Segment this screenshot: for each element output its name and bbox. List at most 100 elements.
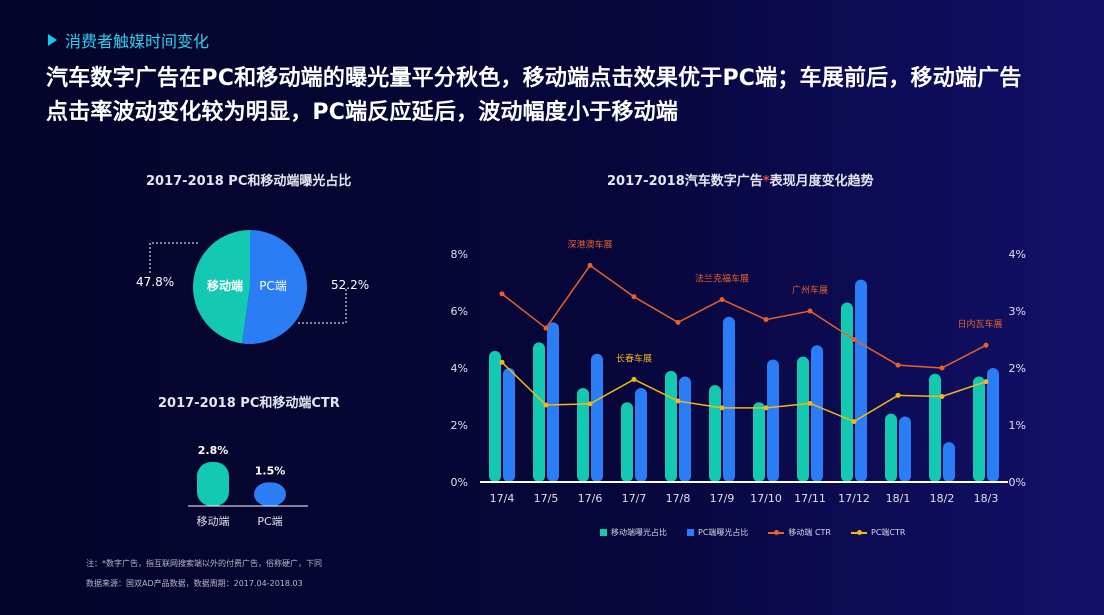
trend-chart: 0% 2% 4% 6% 8% 0% 1% 2% 3% 4% 17/4 17/5 17/6 17/7 17… bbox=[451, 238, 1026, 505]
x-tick-label: 17/4 bbox=[490, 492, 515, 505]
ctr-value-pc: 1.5% bbox=[255, 464, 286, 477]
x-tick-label: 17/7 bbox=[622, 492, 647, 505]
point-mobile-ctr bbox=[983, 342, 989, 348]
event-annotation: 深港澳车展 bbox=[567, 238, 612, 250]
pie-value-mobile: 47.8% bbox=[136, 275, 174, 289]
legend-swatch bbox=[851, 529, 867, 535]
point-mobile-ctr bbox=[499, 291, 505, 297]
x-tick-label: 17/12 bbox=[838, 492, 870, 505]
y-right-tick: 1% bbox=[1009, 419, 1026, 432]
trend-title-suffix: 表现月度变化趋势 bbox=[769, 174, 874, 189]
bar-mobile-share bbox=[753, 402, 765, 482]
trend-title-prefix: 2017-2018汽车数字广告 bbox=[607, 174, 763, 189]
point-pc-ctr bbox=[851, 419, 857, 425]
x-tick-label: 17/8 bbox=[666, 492, 691, 505]
y-left-tick: 6% bbox=[451, 305, 468, 318]
bar-mobile-share bbox=[665, 370, 677, 482]
bar-pc-share bbox=[855, 279, 867, 482]
bar-mobile-share bbox=[621, 402, 633, 482]
bar-pc-share bbox=[547, 322, 559, 482]
footnote-note: 注：*数字广告，指互联网搜索端以外的付费广告，俗称硬广，下同 bbox=[86, 559, 322, 568]
bar-pc-share bbox=[767, 359, 779, 482]
section-label: 消费者触媒时间变化 bbox=[65, 32, 210, 51]
x-tick-label: 18/2 bbox=[930, 492, 955, 505]
pie-value-pc: 52.2% bbox=[331, 278, 369, 292]
bar-mobile-share bbox=[489, 350, 501, 482]
headline: 汽车数字广告在PC和移动端的曝光量平分秋色，移动端点击效果优于PC端；车展前后，… bbox=[46, 62, 1086, 130]
point-mobile-ctr bbox=[851, 337, 857, 342]
y-right-tick: 0% bbox=[1009, 476, 1026, 489]
legend-swatch bbox=[687, 529, 694, 536]
bar-pc-share bbox=[591, 353, 603, 482]
bar-pc-share bbox=[635, 387, 647, 482]
x-tick-label: 18/1 bbox=[886, 492, 911, 505]
y-right-tick: 4% bbox=[1009, 248, 1026, 261]
headline-line-2: 点击率波动变化较为明显，PC端反应延后，波动幅度小于移动端 bbox=[46, 100, 679, 125]
ctr-value-mobile: 2.8% bbox=[198, 444, 229, 457]
point-pc-ctr bbox=[587, 401, 593, 407]
bar-pc-share bbox=[503, 368, 515, 482]
x-tick-label: 17/6 bbox=[578, 492, 603, 505]
legend-label: 移动端曝光占比 bbox=[611, 528, 667, 537]
bar-mobile-share bbox=[841, 302, 853, 482]
line-pc-ctr bbox=[501, 361, 987, 423]
point-pc-ctr bbox=[939, 394, 945, 399]
point-pc-ctr bbox=[543, 402, 549, 408]
point-pc-ctr bbox=[499, 359, 505, 365]
pie-slice-pc bbox=[242, 230, 308, 344]
x-tick-label: 18/3 bbox=[974, 492, 999, 505]
legend-label: 移动端 CTR bbox=[788, 528, 831, 537]
footnote-source: 数据来源：国双AD产品数据，数据周期：2017.04-2018.03 bbox=[86, 579, 303, 588]
bar-mobile-share bbox=[885, 413, 897, 482]
point-pc-ctr bbox=[631, 376, 637, 382]
x-tick-label: 17/10 bbox=[750, 492, 782, 505]
point-pc-ctr bbox=[983, 379, 989, 385]
legend-swatch bbox=[600, 529, 607, 536]
event-annotation: 法兰克福车展 bbox=[695, 273, 749, 285]
trend-title-star: * bbox=[762, 174, 770, 189]
trend-chart-title: 2017-2018汽车数字广告*表现月度变化趋势 bbox=[607, 170, 874, 189]
point-pc-ctr bbox=[675, 398, 681, 404]
event-annotation: 日内瓦车展 bbox=[957, 318, 1002, 330]
legend-item-pc-share: PC端曝光占比 bbox=[687, 527, 748, 538]
ctr-chart-title: 2017-2018 PC和移动端CTR bbox=[158, 396, 340, 411]
pie-slice-mobile bbox=[193, 230, 250, 344]
y-left-tick: 8% bbox=[451, 248, 468, 261]
pie-chart-title: 2017-2018 PC和移动端曝光占比 bbox=[146, 174, 352, 189]
bar-mobile-share bbox=[973, 376, 985, 482]
bar-pc-share bbox=[943, 442, 955, 482]
x-tick-label: 17/9 bbox=[710, 492, 735, 505]
bar-pc-share bbox=[987, 368, 999, 482]
ctr-bar-pc bbox=[254, 482, 286, 506]
point-pc-ctr bbox=[719, 405, 725, 411]
y-right-tick: 2% bbox=[1009, 362, 1026, 375]
bar-pc-share bbox=[899, 416, 911, 482]
headline-line-1: 汽车数字广告在PC和移动端的曝光量平分秋色，移动端点击效果优于PC端；车展前后，… bbox=[46, 66, 1022, 91]
point-mobile-ctr bbox=[543, 325, 549, 331]
ctr-category-mobile: 移动端 bbox=[197, 515, 230, 528]
bar-pc-share bbox=[723, 316, 735, 482]
point-mobile-ctr bbox=[675, 319, 681, 325]
x-tick-label: 17/5 bbox=[534, 492, 559, 505]
bar-mobile-share bbox=[577, 387, 589, 482]
point-pc-ctr bbox=[895, 392, 901, 398]
point-mobile-ctr bbox=[807, 308, 813, 314]
ctr-category-pc: PC端 bbox=[257, 515, 282, 528]
event-annotation: 长春车展 bbox=[616, 352, 652, 364]
legend-item-pc-ctr: PC端CTR bbox=[851, 527, 905, 538]
point-mobile-ctr bbox=[895, 362, 901, 368]
point-mobile-ctr bbox=[587, 262, 593, 268]
legend-swatch bbox=[768, 529, 785, 535]
section-tag: 消费者触媒时间变化 bbox=[48, 28, 209, 52]
legend-item-mobile-share: 移动端曝光占比 bbox=[600, 527, 667, 538]
legend-item-mobile-ctr: 移动端 CTR bbox=[768, 527, 831, 538]
pie-leader-mobile bbox=[149, 242, 198, 273]
y-left-tick: 0% bbox=[451, 476, 468, 489]
bar-mobile-share bbox=[929, 373, 941, 482]
event-annotation: 广州车展 bbox=[792, 284, 828, 296]
point-pc-ctr bbox=[807, 400, 813, 406]
legend-label: PC端曝光占比 bbox=[698, 528, 749, 537]
trend-legend: 移动端曝光占比 PC端曝光占比 移动端 CTR PC端CTR bbox=[600, 527, 905, 538]
point-mobile-ctr bbox=[939, 365, 945, 371]
y-right-tick: 3% bbox=[1009, 305, 1026, 318]
